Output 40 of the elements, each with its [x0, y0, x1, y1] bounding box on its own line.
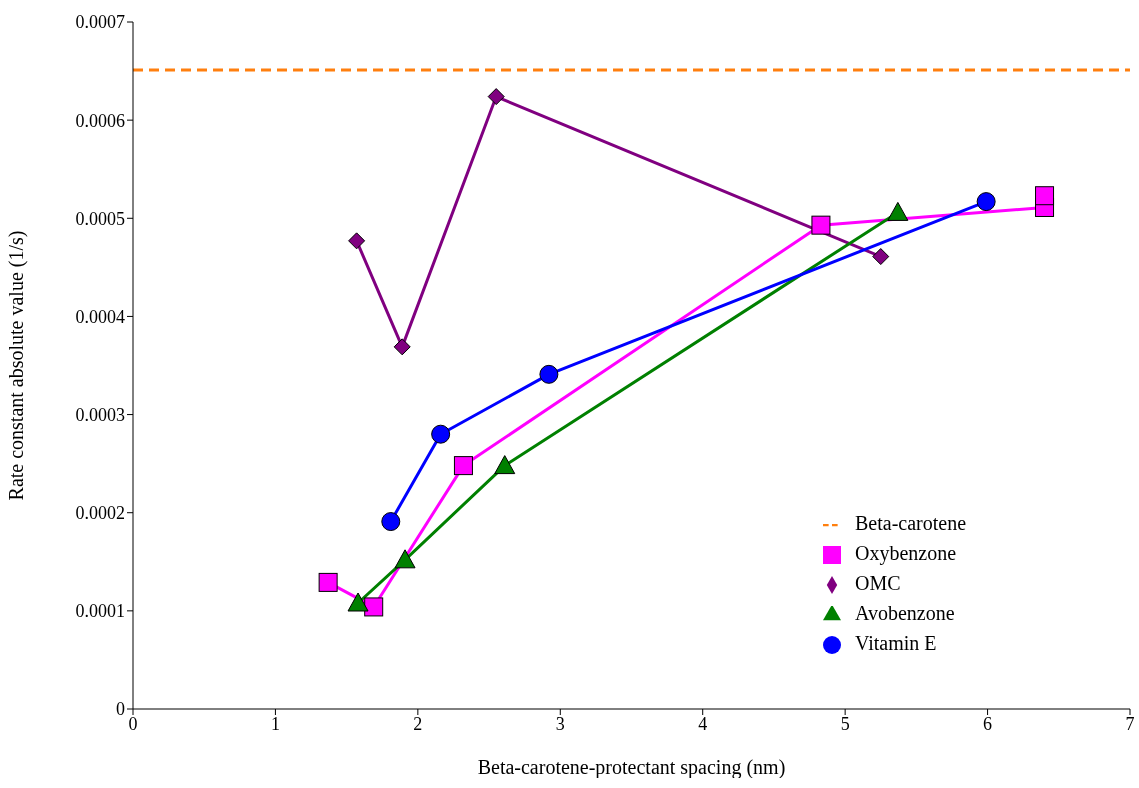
x-axis-title: Beta-carotene-protectant spacing (nm) — [477, 756, 786, 779]
point — [347, 592, 369, 612]
y-tick-label: 0.0005 — [75, 208, 125, 229]
x-tick-label: 7 — [1125, 713, 1135, 734]
legend-label: OMC — [855, 572, 901, 594]
point — [811, 215, 831, 235]
point — [539, 364, 559, 384]
y-tick-label: 0.0004 — [75, 306, 125, 327]
point — [381, 512, 401, 532]
y-tick-label: 0.0003 — [75, 404, 125, 425]
y-axis-title: Rate constant absolute value (1/s) — [5, 230, 29, 501]
legend-label: Oxybenzone — [855, 542, 957, 564]
point — [976, 192, 996, 212]
x-tick-label: 0 — [128, 713, 138, 734]
point — [453, 456, 473, 476]
point — [494, 455, 516, 475]
x-tick-label: 4 — [698, 713, 708, 734]
legend-label: Beta-carotene — [855, 512, 967, 534]
y-tick-label: 0.0002 — [75, 503, 125, 524]
x-tick-label: 1 — [270, 713, 280, 734]
legend-label: Avobenzone — [855, 602, 955, 624]
point — [393, 338, 411, 356]
legend-label: Vitamin E — [855, 632, 937, 654]
y-tick-label: 0 — [116, 699, 125, 720]
point — [394, 549, 416, 569]
x-tick-label: 2 — [413, 713, 423, 734]
x-tick-label: 5 — [840, 713, 850, 734]
y-tick-label: 0.0007 — [75, 12, 125, 33]
point — [1035, 186, 1055, 206]
point — [872, 248, 890, 266]
point — [487, 88, 505, 106]
point — [364, 597, 384, 617]
point — [431, 424, 451, 444]
point — [887, 201, 909, 221]
point — [318, 572, 338, 592]
y-tick-label: 0.0001 — [75, 601, 125, 622]
point — [348, 232, 366, 250]
y-tick-label: 0.0006 — [75, 110, 125, 131]
x-tick-label: 6 — [983, 713, 993, 734]
x-tick-label: 3 — [555, 713, 565, 734]
